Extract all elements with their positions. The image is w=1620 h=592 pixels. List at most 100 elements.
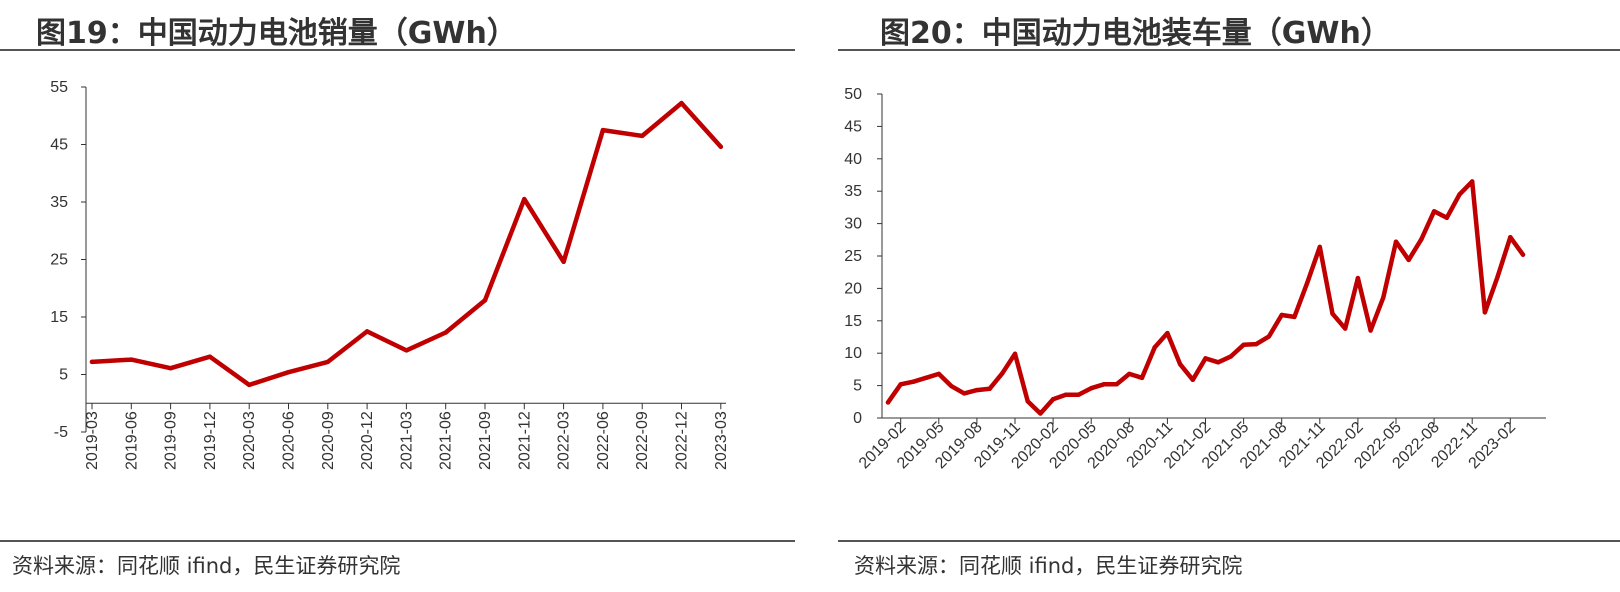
chart-title: 图20：中国动力电池装车量（GWh） [880, 16, 1391, 51]
x-tick-label: 2022-06 [595, 411, 612, 470]
data-point [1038, 411, 1043, 416]
data-point [1482, 310, 1488, 315]
data-point [1470, 179, 1475, 184]
data-point [482, 298, 488, 303]
data-point [962, 391, 967, 396]
data-point [911, 379, 916, 384]
battery-installation-chart: 051015202530354045502019-022019-052019-0… [844, 86, 1546, 472]
data-point [679, 100, 684, 106]
source-rule [838, 540, 1620, 542]
data-point [1406, 257, 1411, 263]
x-tick-label: 2021-06 [438, 411, 455, 470]
data-point [1279, 312, 1284, 318]
y-tick-label: 55 [50, 79, 68, 96]
y-tick-label: 35 [50, 194, 68, 211]
data-point [1216, 360, 1221, 365]
data-point [600, 127, 606, 133]
data-point [1431, 209, 1437, 214]
data-point [1368, 328, 1373, 333]
y-tick-label: 20 [844, 280, 862, 297]
data-point [1228, 354, 1234, 359]
x-tick-label: 2020-06 [281, 411, 298, 470]
data-point [1393, 239, 1399, 244]
source-rule [0, 540, 795, 542]
data-point [286, 370, 291, 375]
data-point [885, 400, 891, 405]
data-point [718, 144, 723, 149]
data-point [1444, 215, 1449, 220]
data-point [1520, 252, 1526, 257]
y-tick-label: 0 [853, 410, 862, 427]
y-tick-label: 40 [844, 151, 862, 168]
chart-title: 图19：中国动力电池销量（GWh） [36, 16, 517, 51]
battery-sales-chart: -5 5 15 25 35 45 55 2019-03 2019-06 2019-09 2019-1… [50, 79, 730, 470]
data-point [1381, 295, 1386, 300]
data-point [1076, 392, 1081, 397]
data-point [898, 382, 903, 387]
data-point [1457, 192, 1462, 197]
data-point [1495, 274, 1500, 279]
data-point [1089, 385, 1094, 391]
data-point [443, 330, 448, 335]
data-point [1304, 281, 1310, 286]
series-line [89, 100, 724, 388]
data-point [129, 357, 134, 362]
left-panel: 图19：中国动力电池销量（GWh） -5 5 15 25 35 45 55 2019-03 20… [0, 0, 795, 592]
data-point [923, 375, 929, 381]
data-point [1330, 311, 1335, 316]
data-point [1292, 314, 1297, 320]
y-tick-label: 30 [844, 216, 862, 233]
x-tick-label: 2021-03 [398, 411, 415, 470]
data-point [522, 196, 527, 202]
data-point [1114, 382, 1119, 387]
data-point [974, 387, 980, 393]
data-point [1190, 377, 1195, 382]
y-tick-label: -5 [54, 424, 68, 441]
y-tick-label: 35 [844, 183, 862, 200]
data-point [1050, 397, 1056, 402]
y-tick-label: 25 [844, 248, 862, 265]
data-point [207, 354, 213, 359]
x-tick-label: 2021-09 [477, 411, 494, 470]
x-tick-label: 2022-03 [556, 411, 573, 470]
x-tick-label: 2019-06 [123, 411, 140, 470]
data-point [1139, 375, 1145, 381]
data-point [168, 365, 173, 371]
source-note: 资料来源：同花顺 ifind，民生证券研究院 [12, 554, 401, 578]
data-point [364, 329, 370, 334]
x-tick-label: 2020-03 [241, 411, 258, 470]
data-point [936, 371, 941, 377]
data-point [89, 359, 95, 365]
data-point [1343, 326, 1348, 331]
data-point [1152, 345, 1157, 350]
data-point [247, 382, 252, 388]
data-point [640, 133, 645, 139]
y-tick-label: 5 [59, 367, 68, 384]
y-tick-label: 5 [853, 378, 862, 395]
x-tick-label: 2020-12 [359, 411, 376, 470]
x-tick-label: 2021-12 [516, 411, 533, 470]
data-point [1266, 334, 1272, 339]
data-point [1063, 392, 1068, 397]
title-rule [0, 49, 795, 51]
y-tick-label: 45 [844, 118, 862, 135]
data-point [404, 348, 409, 353]
y-tick-label: 25 [50, 252, 68, 269]
x-tick-label: 2020-09 [320, 411, 337, 470]
data-point [1355, 275, 1361, 281]
data-point [325, 359, 330, 365]
data-point [1508, 235, 1513, 240]
data-point [1254, 341, 1259, 347]
y-tick-label: 15 [50, 309, 68, 326]
y-tick-label: 10 [844, 345, 862, 362]
series-line [885, 179, 1526, 416]
x-tick-label: 2019-03 [84, 411, 101, 470]
data-point [1000, 371, 1005, 376]
data-point [1101, 382, 1107, 387]
data-point [1165, 330, 1170, 336]
data-point [987, 386, 992, 392]
data-point [949, 384, 954, 389]
x-tick-label: 2022-12 [674, 411, 691, 470]
source-note: 资料来源：同花顺 ifind，民生证券研究院 [854, 554, 1243, 578]
y-tick-label: 45 [50, 137, 68, 154]
